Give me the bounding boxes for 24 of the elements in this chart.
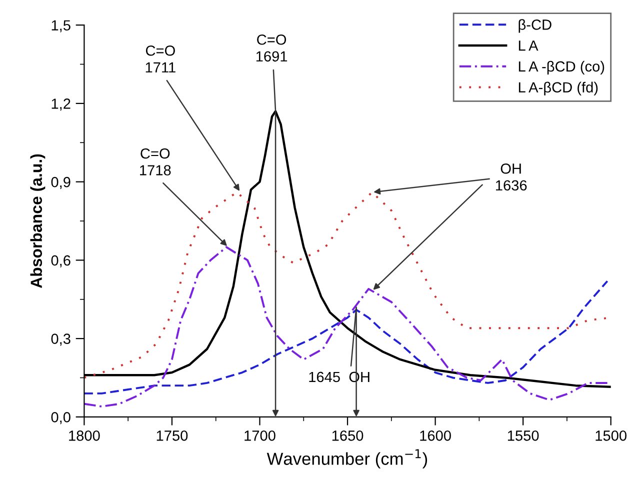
x-tick-label: 1750 bbox=[156, 430, 188, 441]
annotation: OH 1636 bbox=[496, 163, 527, 191]
y-tick-label: 0,0 bbox=[51, 412, 70, 424]
legend-label: L A -βCD (co) bbox=[518, 60, 604, 75]
y-tick-label: 1,2 bbox=[52, 98, 70, 111]
y-tick-label: 0,9 bbox=[51, 176, 70, 189]
x-tick-label: 1700 bbox=[244, 430, 276, 441]
x-tick-label: 1550 bbox=[508, 430, 539, 441]
x-tick-label: 1500 bbox=[596, 430, 626, 441]
annotation: C=O 1691 bbox=[256, 34, 288, 62]
line-series bbox=[84, 280, 608, 394]
x-tick-label: 1800 bbox=[69, 430, 100, 441]
annotation: C=O 1718 bbox=[140, 148, 171, 176]
x-tick-label: 1600 bbox=[420, 430, 451, 441]
y-tick-label: 0,6 bbox=[51, 255, 70, 268]
x-tick-label: 1650 bbox=[332, 430, 364, 441]
x-axis-title: Wavenumber (cm$^{−1}$) bbox=[266, 449, 428, 468]
legend-label: L A-βCD (fd) bbox=[518, 82, 598, 96]
legend-label: β-CD bbox=[518, 19, 552, 33]
legend-label: L A bbox=[518, 40, 538, 51]
y-tick-label: 0,3 bbox=[51, 334, 70, 346]
y-tick-label: 1,5 bbox=[52, 20, 70, 32]
y-axis-title: Absorbance (a.u.) bbox=[30, 154, 46, 288]
annotation: C=O 1711 bbox=[146, 45, 176, 72]
